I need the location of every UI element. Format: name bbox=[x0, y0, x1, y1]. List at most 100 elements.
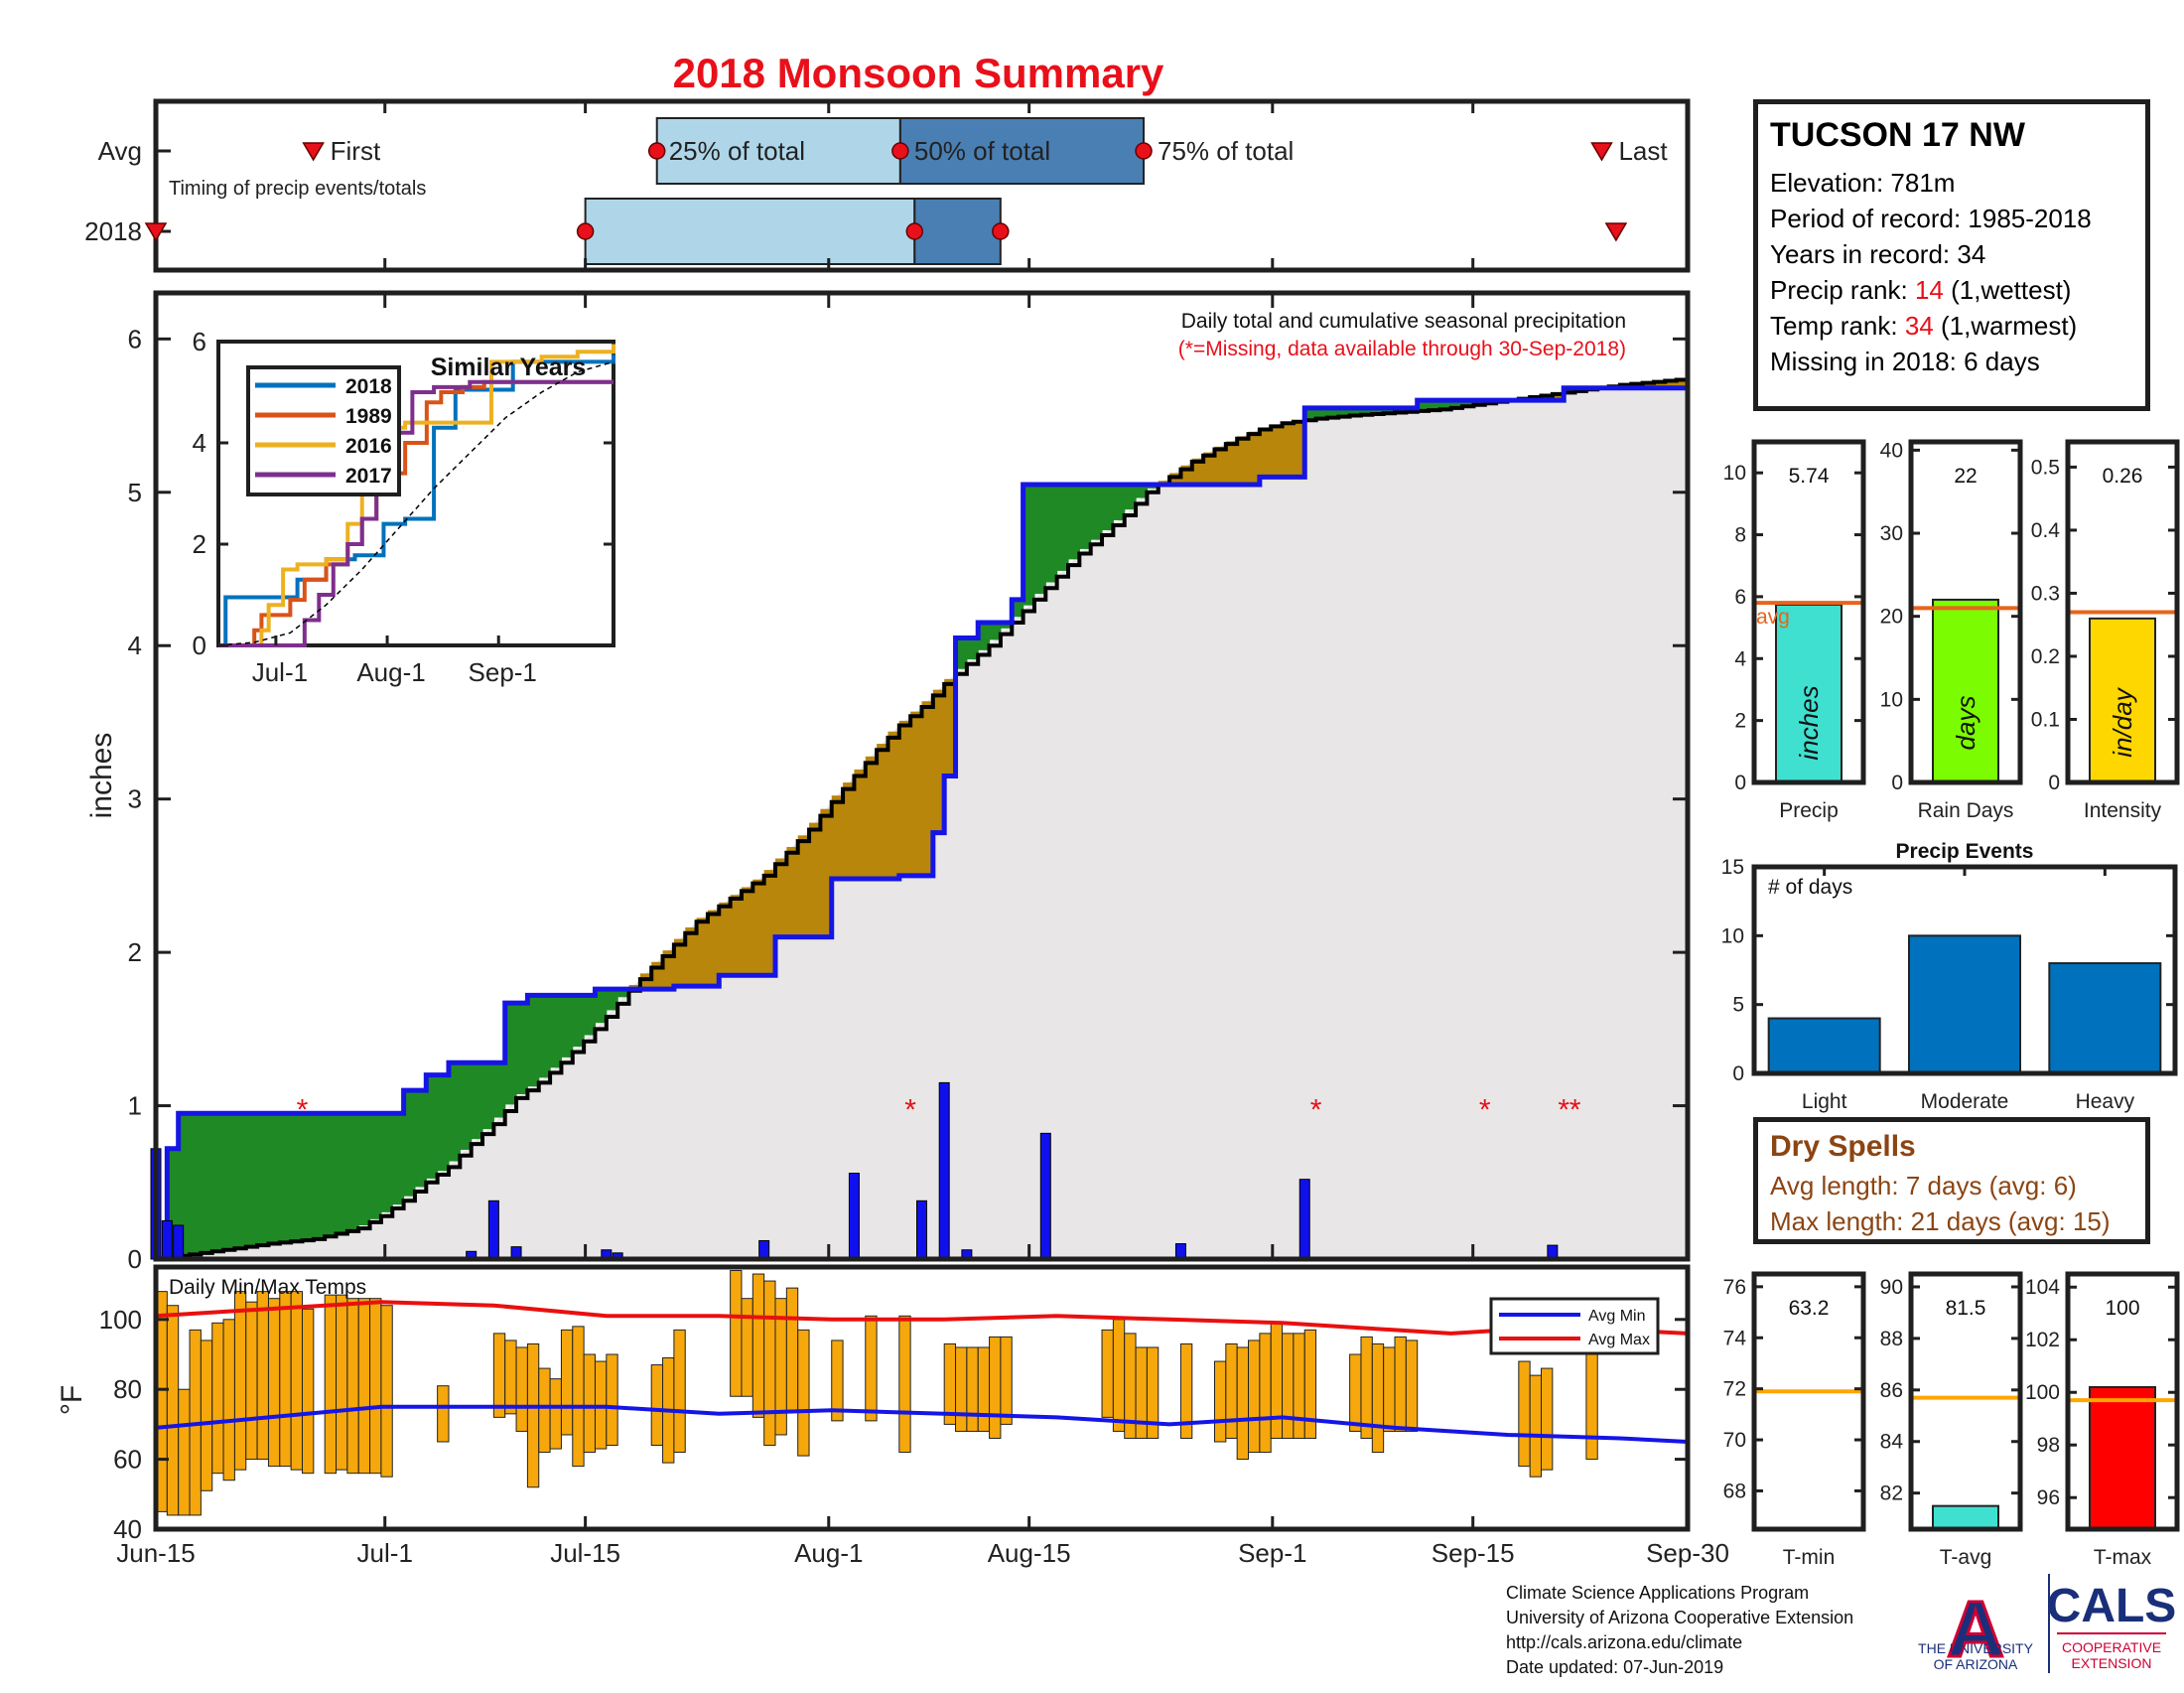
above-avg-band bbox=[1304, 407, 1317, 420]
daily-temp-bar bbox=[1282, 1333, 1295, 1439]
daily-temp-bar bbox=[1259, 1333, 1272, 1454]
panel-y-tick-label: 104 bbox=[2025, 1276, 2060, 1299]
panel-y-tick-label: 98 bbox=[2037, 1434, 2060, 1457]
above-avg-band bbox=[1124, 485, 1137, 510]
panel-y-tick-label: 30 bbox=[1880, 522, 1903, 545]
footer-line-1: Climate Science Applications Program bbox=[1506, 1583, 1810, 1603]
panel-y-tick-label: 10 bbox=[1723, 462, 1746, 485]
above-avg-band bbox=[955, 637, 968, 669]
footer-line-2: University of Arizona Cooperative Extens… bbox=[1506, 1608, 1854, 1627]
events-y-label: # of days bbox=[1768, 876, 1852, 899]
above-avg-band bbox=[1056, 485, 1069, 571]
events-bar bbox=[1767, 1017, 1881, 1074]
avg-max-temp-line bbox=[155, 1300, 1689, 1336]
similar-legend-label: 2017 bbox=[345, 465, 392, 488]
temp-rank-suffix: (1,warmest) bbox=[1933, 311, 2078, 341]
above-avg-band bbox=[1450, 400, 1463, 408]
above-avg-band bbox=[211, 1113, 224, 1251]
panel-bar-tmax bbox=[2089, 1385, 2156, 1531]
daily-temp-bar bbox=[178, 1388, 191, 1516]
panel-y-tick-label: 0.3 bbox=[2031, 582, 2060, 605]
below-avg-band bbox=[854, 769, 867, 879]
panel-y-tick-label: 4 bbox=[1734, 647, 1746, 670]
daily-temp-bar bbox=[526, 1342, 540, 1488]
events-category-label: Heavy bbox=[2076, 1090, 2135, 1113]
station-info-box: TUCSON 17 NW Elevation: 781m Period of r… bbox=[1753, 99, 2150, 411]
panel-avg-label-precip_total: avg bbox=[1756, 606, 1790, 629]
below-avg-band bbox=[910, 711, 923, 876]
panel-frame-tavg bbox=[1908, 1271, 2023, 1532]
panel-background bbox=[1911, 1274, 2020, 1529]
similar-line-avg bbox=[217, 360, 614, 646]
above-avg-band bbox=[584, 995, 597, 1036]
panel-y-tick-label: 88 bbox=[1880, 1328, 1903, 1350]
below-avg-band bbox=[775, 858, 787, 937]
missing-day-marker: * bbox=[904, 1094, 916, 1127]
panel-category-intensity: Intensity bbox=[2084, 799, 2162, 822]
above-avg-band bbox=[358, 1113, 371, 1226]
below-avg-band bbox=[639, 973, 652, 990]
dry-spells-avg: Avg length: 7 days (avg: 6) bbox=[1770, 1171, 2077, 1200]
dry-spells-box: Dry Spells Avg length: 7 days (avg: 6) M… bbox=[1753, 1117, 2150, 1244]
above-avg-band bbox=[190, 1113, 202, 1254]
below-avg-band bbox=[932, 689, 945, 833]
timing-quartile-marker bbox=[992, 222, 1010, 240]
daily-temp-bar bbox=[1146, 1346, 1160, 1439]
daily-temp-bar bbox=[380, 1305, 393, 1478]
figure-title: 2018 Monsoon Summary bbox=[673, 50, 1164, 96]
daily-temp-bar bbox=[166, 1305, 180, 1516]
daily-temp-bar bbox=[1112, 1319, 1126, 1432]
similar-x-tick-label: Sep-1 bbox=[469, 657, 537, 687]
below-avg-band bbox=[898, 720, 911, 876]
below-avg-band bbox=[662, 950, 675, 990]
university-of-arizona-logo: A THE UNIVERSITY OF ARIZONA bbox=[1918, 1584, 2034, 1675]
similar-legend-label: 2018 bbox=[345, 375, 392, 398]
timing-label-q50: 50% of total bbox=[914, 136, 1050, 166]
daily-temp-bar bbox=[865, 1315, 878, 1422]
daily-temp-bar bbox=[369, 1298, 382, 1475]
daily-temp-bar bbox=[730, 1270, 743, 1397]
above-avg-band bbox=[167, 1148, 180, 1257]
panel-y-tick-label: 0.2 bbox=[2031, 645, 2060, 668]
panel-category-precip_total: Precip bbox=[1779, 799, 1839, 822]
below-avg-band bbox=[921, 701, 934, 876]
timing-row-label: 2018 bbox=[84, 216, 142, 246]
below-avg-band bbox=[820, 808, 833, 937]
daily-temp-bar bbox=[572, 1326, 585, 1468]
daily-temp-bar bbox=[222, 1319, 235, 1481]
timing-label-last: Last bbox=[1618, 136, 1668, 166]
above-avg-band bbox=[369, 1113, 382, 1219]
below-avg-band bbox=[1271, 424, 1284, 478]
above-avg-band bbox=[527, 995, 540, 1087]
below-avg-band bbox=[1225, 441, 1238, 486]
below-avg-band bbox=[843, 782, 856, 879]
panel-y-tick-label: 20 bbox=[1880, 606, 1903, 629]
panel-y-tick-label: 100 bbox=[2025, 1381, 2060, 1404]
daily-temp-bar bbox=[955, 1346, 968, 1432]
similar-x-tick-label: Aug-1 bbox=[356, 657, 425, 687]
below-avg-band bbox=[1282, 422, 1295, 478]
daily-temp-bar bbox=[211, 1322, 224, 1475]
daily-temp-bar bbox=[245, 1301, 258, 1461]
above-avg-band bbox=[1417, 400, 1430, 411]
footer-line-3[interactable]: http://cals.arizona.edu/climate bbox=[1506, 1632, 1743, 1652]
panel-precip_total: 0 2 4 6 8 10 5.74 Precip inches avg bbox=[1723, 439, 1866, 822]
temps-legend-box bbox=[1489, 1297, 1660, 1355]
daily-temp-bar bbox=[831, 1340, 844, 1422]
panel-background bbox=[1754, 1274, 1863, 1529]
x-tick-label: Jun-15 bbox=[116, 1538, 196, 1568]
above-avg-band bbox=[617, 989, 630, 998]
daily-temp-bar bbox=[797, 1329, 810, 1457]
below-avg-band bbox=[1259, 427, 1272, 478]
timing-first-last-marker bbox=[144, 222, 168, 242]
timing-first-last-marker bbox=[1604, 222, 1628, 242]
panel-y-tick-label: 86 bbox=[1880, 1379, 1903, 1402]
daily-temp-bar bbox=[785, 1287, 799, 1411]
daily-temp-bar bbox=[1179, 1342, 1193, 1439]
panel-category-tavg: T-avg bbox=[1940, 1546, 1992, 1569]
daily-precip-bar bbox=[487, 1199, 499, 1260]
daily-temp-bar bbox=[650, 1364, 664, 1447]
below-avg-band bbox=[752, 879, 765, 976]
